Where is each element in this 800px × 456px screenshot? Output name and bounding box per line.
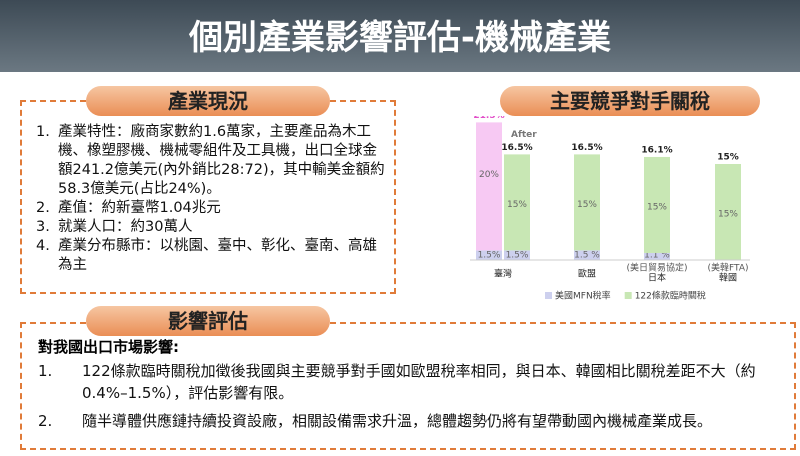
legend-label: 122條款臨時關稅	[635, 290, 706, 302]
list-item: 3. 就業人口：約30萬人	[36, 218, 386, 237]
value-label: 1.5%	[478, 251, 501, 261]
value-label: 20%	[479, 170, 499, 180]
category-note: (美日貿易協定)	[626, 262, 687, 274]
item-number: 3.	[36, 219, 50, 235]
total-label: 16.5%	[501, 143, 532, 153]
total-label: 15%	[717, 153, 739, 163]
item-number: 2.	[38, 412, 53, 430]
item-text: 產值：約新臺幣1.04兆元	[58, 200, 221, 216]
value-label: 1.5 %	[574, 251, 600, 261]
category-label: 臺灣	[494, 268, 512, 280]
total-label: 21.5%	[473, 116, 504, 121]
total-label: 16.1%	[641, 145, 672, 155]
value-label: 15%	[718, 210, 738, 220]
bar-segment	[574, 154, 600, 251]
value-label: 15%	[577, 200, 597, 210]
item-text: 產業分布縣市：以桃園、臺中、彰化、臺南、高雄為主	[58, 238, 377, 273]
category-label: 韓國	[719, 273, 737, 284]
category-label: 日本	[648, 272, 666, 284]
bar-segment	[574, 250, 600, 260]
impact-box	[20, 322, 796, 450]
value-label: 1.5%	[506, 251, 529, 261]
bar-segment	[644, 252, 670, 260]
value-label: 15%	[507, 200, 527, 210]
item-text: 產業特性：廠商家數約1.6萬家，主要產品為木工機、橡塑膠機、機械零組件及工具機，…	[58, 124, 385, 197]
bar-segment	[504, 250, 530, 260]
value-label: 15%	[647, 202, 667, 212]
impact-label: 影響評估	[86, 306, 330, 336]
bar-segment	[476, 250, 502, 260]
bar-segment	[504, 154, 530, 251]
item-text: 122條款臨時關稅加徵後我國與主要競爭對手國如歐盟稅率相同，與日本、韓國相比關稅…	[82, 362, 756, 402]
item-text: 隨半導體供應鏈持續投資設廠，相關設備需求升溫，總體趨勢仍將有望帶動國內機械產業成…	[82, 412, 713, 430]
header-bar	[0, 0, 800, 72]
bar-segment	[644, 156, 670, 253]
legend-swatch	[545, 292, 552, 299]
item-number: 1.	[38, 362, 53, 380]
legend-swatch	[624, 292, 632, 299]
value-label: 1.1 %	[644, 251, 670, 261]
impact-list: 1. 122條款臨時關稅加徵後我國與主要競爭對手國如歐盟稅率相同，與日本、韓國相比…	[38, 360, 788, 438]
bar-segment	[476, 122, 502, 251]
impact-heading: 對我國出口市場影響:	[38, 338, 179, 356]
category-label: 歐盟	[578, 268, 596, 280]
list-item: 1. 122條款臨時關稅加徵後我國與主要競爭對手國如歐盟稅率相同，與日本、韓國相比…	[38, 360, 788, 404]
status-label: 產業現況	[86, 86, 330, 116]
legend-label: 美國MFN稅率	[555, 290, 611, 302]
total-label: 16.5%	[571, 143, 602, 153]
category-note: (美韓FTA)	[708, 262, 749, 274]
item-text: 就業人口：約30萬人	[58, 219, 193, 235]
bar-segment	[715, 164, 741, 260]
item-number: 2.	[36, 200, 50, 216]
bar-tag: After	[511, 130, 537, 140]
tariff-chart: 1.5%20%21.5%Before臺灣1.5%15%16.5%After1.5…	[470, 116, 750, 302]
list-item: 4. 產業分布縣市：以桃園、臺中、彰化、臺南、高雄為主	[36, 237, 386, 275]
list-item: 2. 隨半導體供應鏈持續投資設廠，相關設備需求升溫，總體趨勢仍將有望帶動國內機械產…	[38, 410, 788, 432]
list-item: 1. 產業特性：廠商家數約1.6萬家，主要產品為木工機、橡塑膠機、機械零組件及工具…	[36, 123, 386, 199]
item-number: 1.	[36, 124, 50, 140]
slide-title: 個別產業影響評估-機械產業	[188, 18, 612, 58]
competitors-label: 主要競爭對手關稅	[500, 86, 760, 116]
status-list: 1. 產業特性：廠商家數約1.6萬家，主要產品為木工機、橡塑膠機、機械零組件及工具…	[36, 123, 386, 275]
list-item: 2. 產值：約新臺幣1.04兆元	[36, 199, 386, 218]
item-number: 4.	[36, 238, 50, 254]
